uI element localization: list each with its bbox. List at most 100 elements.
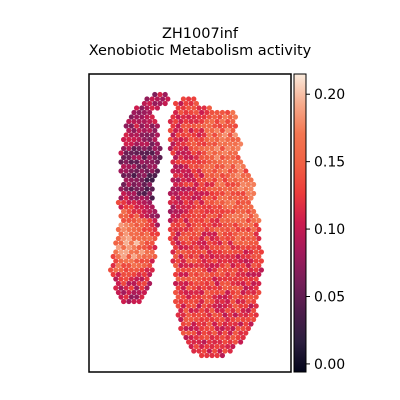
- tissue-spot: [209, 298, 215, 305]
- tissue-spot: [115, 199, 121, 206]
- tissue-spot: [204, 217, 210, 224]
- tissue-spot: [196, 213, 202, 219]
- tissue-spot: [240, 163, 246, 170]
- tissue-spot: [183, 100, 189, 107]
- tissue-spot: [121, 280, 127, 287]
- tissue-spot: [219, 334, 225, 341]
- tissue-spot: [240, 226, 246, 233]
- tissue-spot: [191, 96, 197, 102]
- tissue-spot: [201, 312, 207, 318]
- tissue-spot: [204, 352, 210, 359]
- tissue-spot: [212, 168, 218, 174]
- tissue-spot: [110, 262, 116, 269]
- tissue-spot: [248, 177, 254, 183]
- tissue-spot: [131, 298, 137, 305]
- tissue-spot: [178, 208, 184, 215]
- tissue-spot: [175, 195, 181, 201]
- tissue-spot: [209, 127, 215, 134]
- tissue-spot: [188, 136, 194, 143]
- tissue-spot: [131, 109, 137, 116]
- tissue-spot: [134, 168, 140, 174]
- tissue-spot: [230, 343, 236, 350]
- tissue-spot: [170, 249, 176, 255]
- tissue-spot: [201, 159, 207, 165]
- tissue-spot: [178, 199, 184, 206]
- tissue-spot: [209, 334, 215, 341]
- tissue-spot: [154, 222, 160, 228]
- tissue-spot: [199, 190, 205, 197]
- tissue-spot: [201, 132, 207, 138]
- tissue-spot: [173, 298, 179, 305]
- tissue-spot: [245, 253, 251, 260]
- tissue-spot: [139, 150, 145, 156]
- tissue-spot: [134, 249, 140, 255]
- tissue-spot: [206, 204, 212, 210]
- tissue-spot: [230, 208, 236, 215]
- tissue-spot: [170, 186, 176, 192]
- tissue-spot: [136, 208, 142, 215]
- tissue-spot: [225, 262, 231, 269]
- tissue-spot: [162, 91, 168, 98]
- tissue-spot: [240, 280, 246, 287]
- tissue-spot: [157, 145, 163, 152]
- tissue-spot: [196, 159, 202, 165]
- tissue-spot: [113, 249, 119, 255]
- tissue-spot: [128, 159, 134, 165]
- tissue-spot: [134, 141, 140, 147]
- tissue-spot: [149, 123, 155, 129]
- tissue-spot: [178, 226, 184, 233]
- tissue-spot: [253, 276, 259, 282]
- tissue-spot: [193, 118, 199, 125]
- tissue-spot: [214, 208, 220, 215]
- tissue-spot: [251, 190, 257, 197]
- tissue-spot: [214, 154, 220, 161]
- tissue-spot: [222, 249, 228, 255]
- tissue-spot: [149, 168, 155, 174]
- tissue-spot: [188, 172, 194, 179]
- tissue-spot: [199, 244, 205, 251]
- tissue-spot: [243, 231, 249, 237]
- tissue-spot: [173, 217, 179, 224]
- tissue-spot: [201, 186, 207, 192]
- tissue-spot: [183, 226, 189, 233]
- tissue-spot: [209, 118, 215, 125]
- tissue-spot: [230, 172, 236, 179]
- tissue-spot: [214, 343, 220, 350]
- tissue-spot: [139, 276, 145, 282]
- tissue-spot: [191, 150, 197, 156]
- tissue-spot: [199, 280, 205, 287]
- tissue-spot: [118, 231, 124, 237]
- tissue-spot: [206, 330, 212, 336]
- tissue-spot: [225, 127, 231, 134]
- tissue-spot: [186, 213, 192, 219]
- tissue-spot: [219, 343, 225, 350]
- tissue-spot: [232, 294, 238, 300]
- tissue-spot: [154, 132, 160, 138]
- tissue-spot: [238, 258, 244, 264]
- tissue-spot: [113, 258, 119, 264]
- tissue-spot: [204, 334, 210, 341]
- tissue-spot: [222, 177, 228, 183]
- tissue-spot: [222, 258, 228, 264]
- tissue-spot: [206, 123, 212, 129]
- tissue-spot: [170, 222, 176, 228]
- tissue-spot: [214, 127, 220, 134]
- tissue-spot: [225, 325, 231, 332]
- tissue-spot: [126, 154, 132, 161]
- tissue-spot: [217, 231, 223, 237]
- tissue-spot: [196, 186, 202, 192]
- tissue-spot: [232, 168, 238, 174]
- tissue-spot: [175, 105, 181, 111]
- tissue-spot: [118, 258, 124, 264]
- tissue-spot: [126, 118, 132, 125]
- tissue-spot: [180, 168, 186, 174]
- tissue-spot: [212, 186, 218, 192]
- tissue-spot: [235, 163, 241, 170]
- tissue-spot: [217, 348, 223, 354]
- tissue-spot: [193, 307, 199, 314]
- tissue-spot: [245, 262, 251, 269]
- tissue-spot: [167, 127, 173, 134]
- tissue-spot: [201, 168, 207, 174]
- tissue-spot: [126, 262, 132, 269]
- tissue-spot: [154, 141, 160, 147]
